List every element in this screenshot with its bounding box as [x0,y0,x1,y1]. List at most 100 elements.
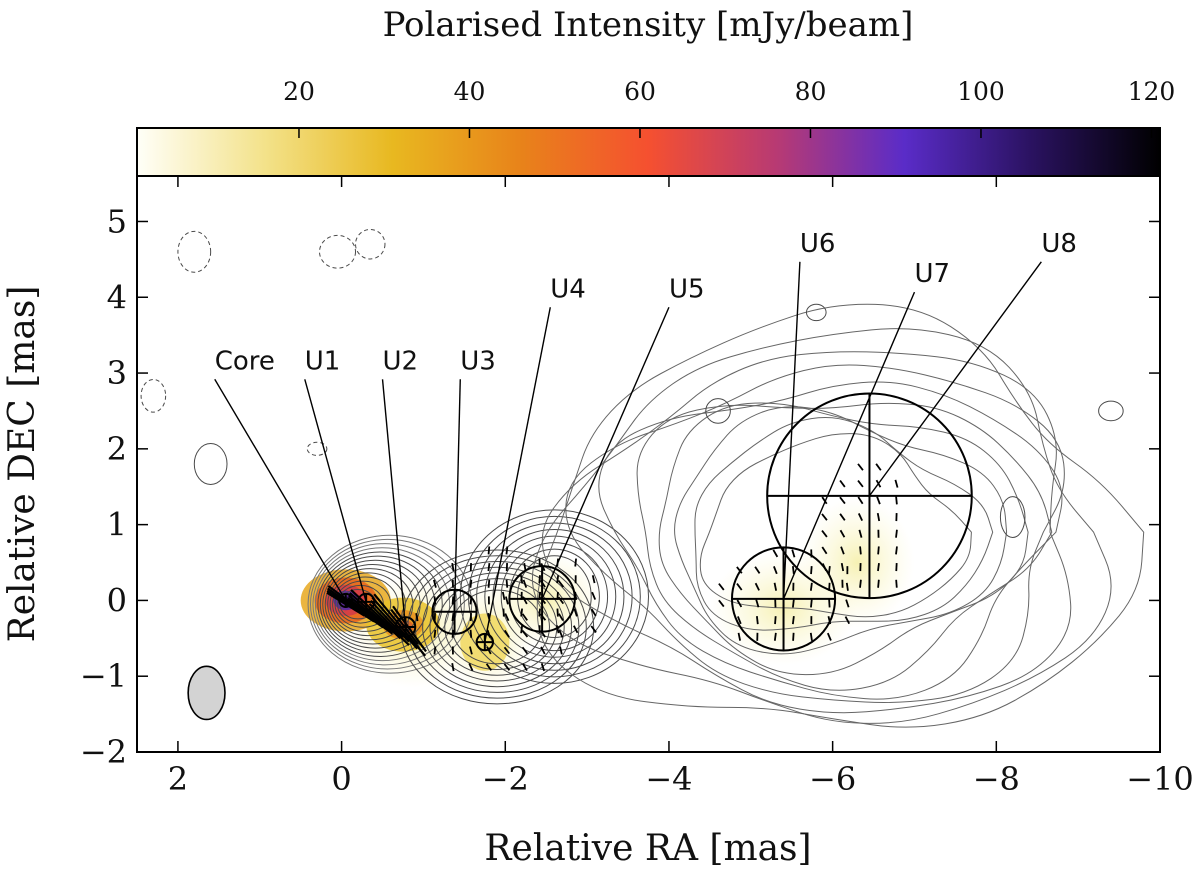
evpa-vector [792,566,795,575]
outer-jet-contour [694,416,994,631]
evpa-vector [774,616,777,625]
evpa-vector [840,546,845,555]
evpa-vector [559,646,563,655]
evpa-vector [520,625,524,634]
evpa-vector [538,575,541,584]
evpa-vector [521,613,528,621]
leader-u8 [868,261,1042,497]
beam-ellipse [187,665,226,721]
evpa-vector [845,599,850,608]
evpa-vector [791,549,796,558]
leader-u1 [304,379,367,603]
negative-contour [306,441,328,456]
evpa-vector [469,579,473,588]
outer-jet-contour [658,402,1029,676]
evpa-vector [828,599,831,608]
evpa-vector [821,496,828,505]
evpa-vector [415,612,419,622]
colorbar-label: Polarised Intensity [mJy/beam] [383,5,914,45]
island-contour [193,443,228,485]
evpa-vector [558,613,564,621]
evpa-vector [504,613,510,622]
evpa-vector [773,582,778,591]
island-contour [705,398,731,424]
evpa-vector [857,513,863,522]
outer-jet-contour [565,364,1065,703]
evpa-vector [755,616,759,625]
label-u1: U1 [305,346,341,376]
evpa-vector [845,582,849,591]
island-contour [1098,400,1124,422]
evpa-vector [486,646,492,655]
evpa-vector [877,579,880,588]
knot-contour [517,555,592,639]
evpa-vector [857,463,864,471]
y-tick-label: 4 [107,278,127,316]
evpa-vector [538,608,541,617]
colorbar [136,127,1161,177]
evpa-vector [348,594,393,633]
evpa-vector [876,496,881,505]
colorbar-tick-label: 60 [624,77,656,106]
evpa-vector [558,629,564,638]
evpa-vector [821,546,828,555]
label-u7: U7 [914,259,950,289]
colorbar-tick-label: 40 [454,77,486,106]
x-tick-label: −8 [973,760,1020,798]
evpa-vector [839,513,846,521]
plot-content [140,228,1145,728]
colorbar-tick-label: 120 [1128,77,1176,106]
evpa-vector [521,630,529,638]
label-u6: U6 [800,229,836,259]
evpa-vector [505,579,509,588]
leader-u3 [453,379,461,612]
evpa-vector [392,605,427,653]
evpa-vector [468,663,474,672]
label-u2: U2 [383,346,419,376]
evpa-vector [521,646,529,655]
evpa-vector [877,546,880,555]
leader-core [214,378,347,601]
evpa-vector [574,558,577,567]
evpa-vector [737,632,742,641]
core-contour [314,547,451,662]
x-axis-ticks: 2 0 −2 −4 −6 −8 −10 [168,176,1194,798]
evpa-vector [520,608,523,617]
y-axis-ticks: −2 −1 0 1 2 3 4 5 [80,202,1160,771]
evpa-vector [573,608,578,617]
knot-contour [484,529,625,665]
evpa-vector [772,549,779,558]
evpa-vector [590,625,597,633]
evpa-vector [877,562,880,572]
negative-contour [177,230,212,273]
label-core: Core [215,346,275,376]
evpa-vector [894,479,899,488]
knot-contour [444,583,550,671]
evpa-vector [433,629,437,638]
knot-contour [429,572,565,682]
evpa-vector [505,546,509,555]
x-tick-label: −6 [809,760,856,798]
leader-u4 [484,307,551,643]
evpa-vector [821,513,828,521]
label-u8: U8 [1041,229,1077,259]
core-contour [317,551,443,657]
evpa-vector [754,582,760,591]
evpa-vector [736,566,743,574]
component-labels: Core U1 U2 U3 U4 U5 U6 U7 U8 [215,229,1077,376]
evpa-vector [821,530,828,538]
evpa-vector [347,597,384,627]
negative-contour [140,378,167,413]
intensity-contours [140,228,1145,728]
evpa-vector [505,596,509,605]
evpa-vector [792,599,795,608]
evpa-vector [451,663,455,672]
x-tick-label: −4 [645,760,692,798]
evpa-vector [540,646,546,655]
evpa-vector [485,663,492,671]
x-tick-label: 2 [168,760,188,798]
evpa-vector [773,632,777,641]
evpa-vector [840,562,845,572]
y-tick-label: −2 [80,733,127,771]
y-tick-label: 0 [107,581,127,619]
